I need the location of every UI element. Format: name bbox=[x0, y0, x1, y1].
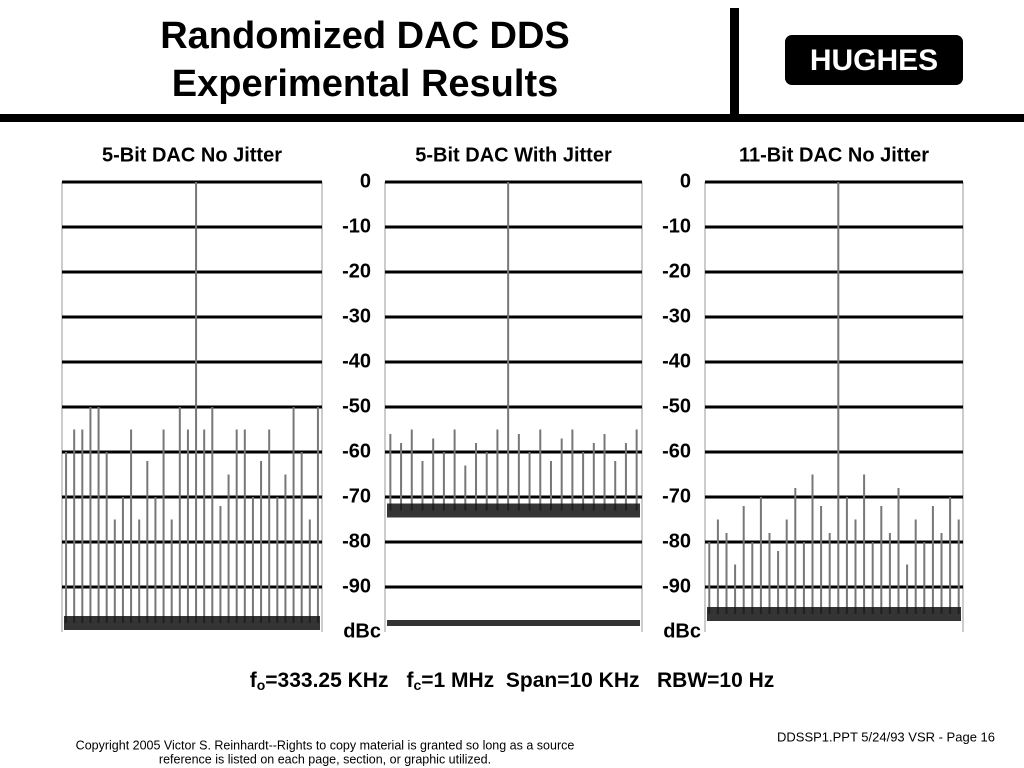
y-tick-label: -10 bbox=[662, 215, 691, 237]
copyright: reference is listed on each page, sectio… bbox=[159, 752, 491, 766]
caption-part: c bbox=[413, 677, 421, 693]
lower-trace bbox=[387, 620, 640, 626]
y-tick-label: 0 bbox=[680, 170, 691, 192]
noise-floor bbox=[64, 616, 320, 630]
y-tick-label: -80 bbox=[342, 530, 371, 552]
panel-title: 5-Bit DAC No Jitter bbox=[102, 144, 282, 166]
y-tick-label: -30 bbox=[342, 305, 371, 327]
y-tick-label: -40 bbox=[342, 350, 371, 372]
caption-part: f bbox=[250, 669, 258, 692]
panel-title: 5-Bit DAC With Jitter bbox=[415, 144, 612, 166]
y-tick-label: -40 bbox=[662, 350, 691, 372]
y-tick-label: -60 bbox=[342, 440, 371, 462]
y-tick-label: -30 bbox=[662, 305, 691, 327]
noise-floor bbox=[387, 503, 640, 518]
header-bar bbox=[730, 8, 739, 116]
y-tick-label: 0 bbox=[360, 170, 371, 192]
y-tick-label: -60 bbox=[662, 440, 691, 462]
y-axis-label: dBc bbox=[343, 620, 381, 642]
caption-part: f bbox=[406, 669, 414, 692]
caption-part: =1 MHz Span=10 KHz RBW=10 Hz bbox=[421, 669, 774, 692]
y-tick-label: -20 bbox=[662, 260, 691, 282]
y-tick-label: -80 bbox=[662, 530, 691, 552]
y-tick-label: -70 bbox=[342, 485, 371, 507]
y-axis-label: dBc bbox=[663, 620, 701, 642]
title-line: Experimental Results bbox=[172, 63, 558, 105]
copyright: Copyright 2005 Victor S. Reinhardt--Righ… bbox=[76, 738, 575, 752]
caption-part: o bbox=[257, 677, 266, 693]
title-line: Randomized DAC DDS bbox=[160, 15, 570, 57]
y-tick-label: -90 bbox=[342, 575, 371, 597]
panel-title: 11-Bit DAC No Jitter bbox=[739, 144, 929, 166]
logo-box bbox=[785, 35, 963, 85]
y-tick-label: -90 bbox=[662, 575, 691, 597]
y-tick-label: -20 bbox=[342, 260, 371, 282]
caption: fo=333.25 KHz fc=1 MHz Span=10 KHz RBW=10… bbox=[250, 669, 775, 693]
y-tick-label: -70 bbox=[662, 485, 691, 507]
y-tick-label: -50 bbox=[662, 395, 691, 417]
noise-floor bbox=[707, 607, 961, 621]
y-tick-label: -10 bbox=[342, 215, 371, 237]
page-label: DDSSP1.PPT 5/24/93 VSR - Page 16 bbox=[777, 729, 995, 744]
caption-part: =333.25 KHz bbox=[265, 669, 388, 692]
header-rule bbox=[0, 114, 1024, 122]
logo: HUGHES bbox=[810, 44, 938, 77]
y-tick-label: -50 bbox=[342, 395, 371, 417]
